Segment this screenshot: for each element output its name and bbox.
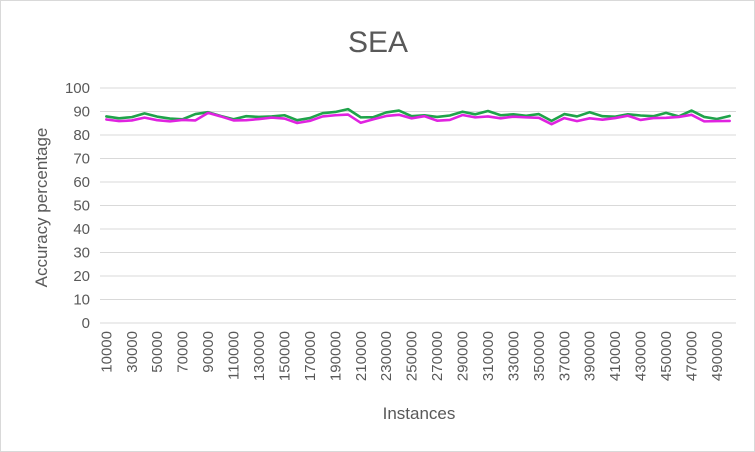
x-tick-label: 290000 [455, 331, 472, 381]
x-tick-label: 430000 [633, 331, 650, 381]
x-tick-label: 190000 [327, 331, 344, 381]
x-tick-label: 230000 [378, 331, 395, 381]
series-lines [105, 107, 731, 126]
y-tick-label: 40 [73, 221, 90, 238]
x-tick-label: 150000 [276, 331, 293, 381]
y-tick-label: 70 [73, 151, 90, 168]
x-tick-label: 50000 [149, 331, 166, 373]
y-tick-label: 60 [73, 174, 90, 191]
x-tick-label: 270000 [429, 331, 446, 381]
x-tick-label: 130000 [251, 331, 268, 381]
y-axis-label: Accuracy percentage [32, 128, 51, 288]
x-tick-label: 390000 [582, 331, 599, 381]
x-tick-label: 310000 [480, 331, 497, 381]
y-tick-label: 100 [65, 80, 90, 97]
x-tick-label: 110000 [226, 331, 243, 380]
x-tick-label: 350000 [531, 331, 548, 381]
y-tick-label: 10 [73, 292, 90, 309]
x-tick-label: 330000 [505, 331, 522, 381]
x-tick-label: 210000 [353, 331, 370, 381]
x-tick-label: 170000 [302, 331, 319, 381]
y-tick-label: 90 [73, 104, 90, 121]
y-tick-label: 80 [73, 127, 90, 144]
chart-title: SEA [348, 26, 408, 59]
series-line-2 [105, 111, 731, 126]
x-tick-label: 70000 [175, 331, 192, 373]
y-tick-label: 50 [73, 198, 90, 215]
x-tick-label: 30000 [124, 331, 141, 373]
y-tick-label: 30 [73, 245, 90, 262]
x-tick-label: 490000 [709, 331, 726, 381]
y-axis-ticks: 0 10 20 30 40 50 60 70 80 90 100 [65, 80, 90, 332]
x-tick-label: 90000 [200, 331, 217, 373]
y-tick-label: 0 [82, 315, 90, 332]
x-tick-label: 410000 [607, 331, 624, 381]
x-tick-label: 10000 [98, 331, 115, 373]
x-axis-ticks: 10000 30000 50000 70000 90000 110000 130000 150… [98, 331, 726, 381]
y-tick-label: 20 [73, 268, 90, 285]
x-tick-label: 470000 [683, 331, 700, 381]
x-tick-label: 450000 [658, 331, 675, 381]
x-axis-label: Instances [383, 404, 456, 423]
x-tick-label: 250000 [404, 331, 421, 381]
x-tick-label: 370000 [556, 331, 573, 381]
